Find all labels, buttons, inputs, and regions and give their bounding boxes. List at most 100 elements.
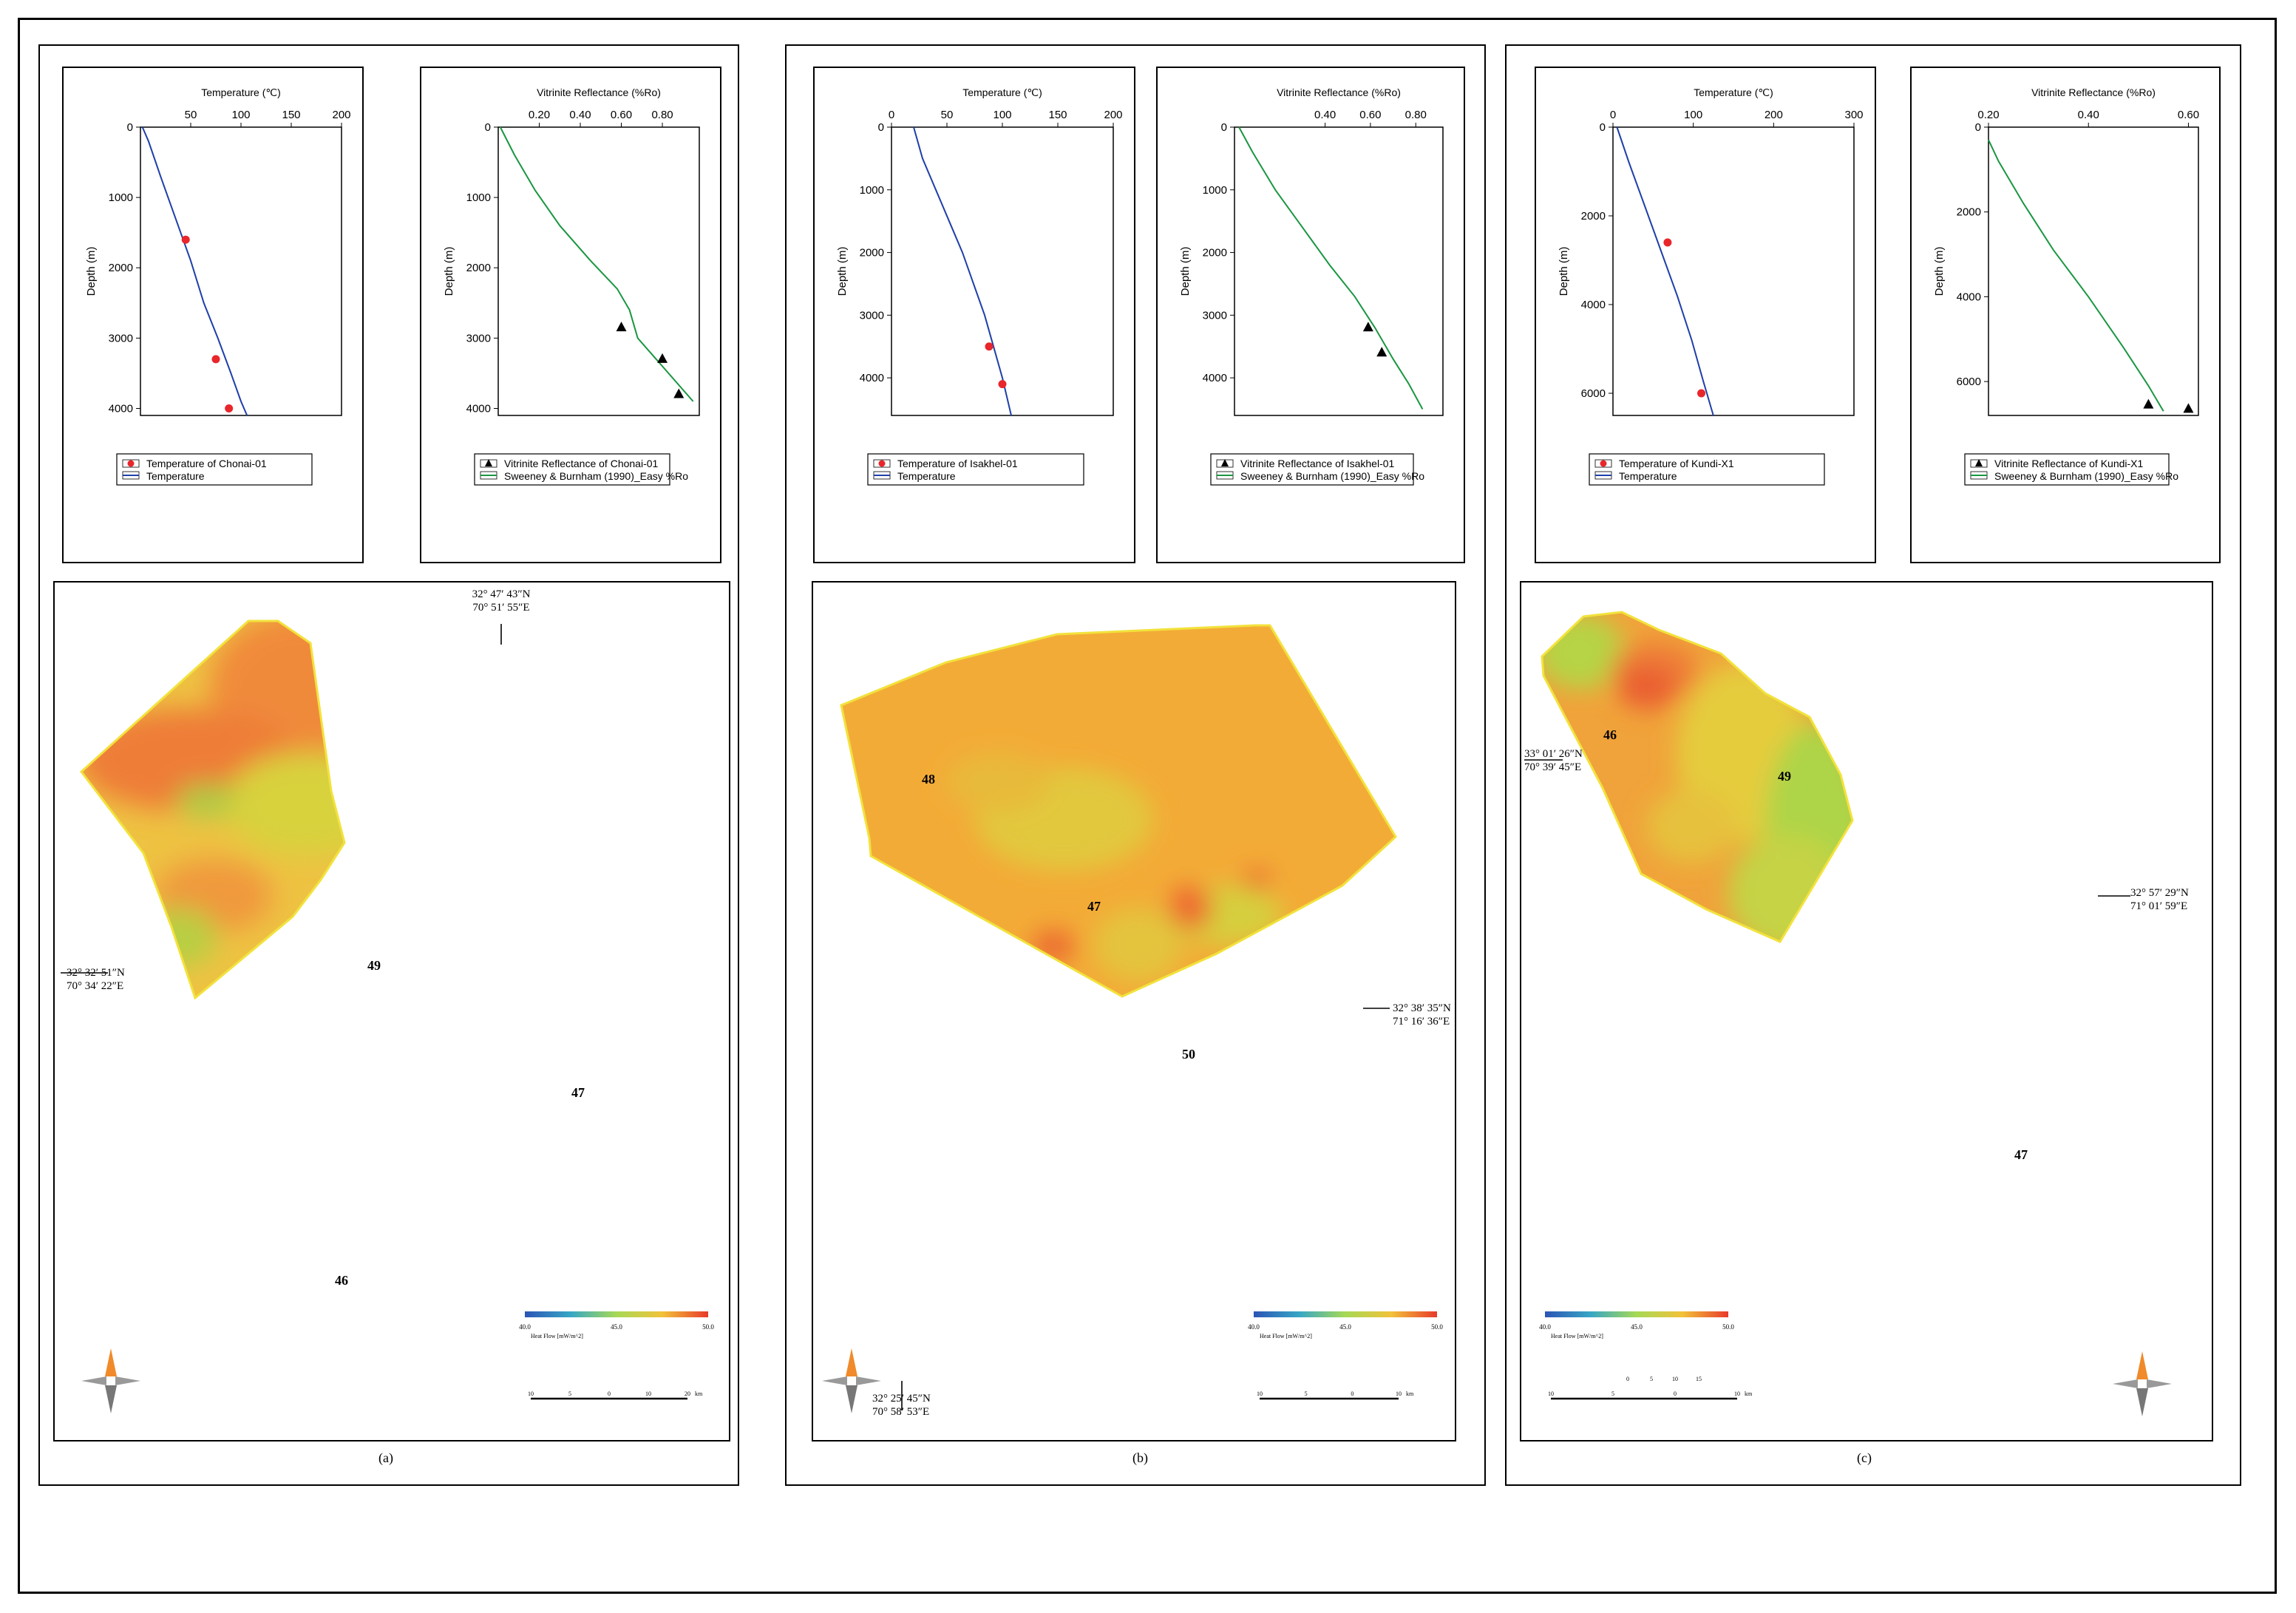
legend-entry: Sweeney & Burnham (1990)_Easy %Ro (504, 470, 688, 482)
y-tick-label: 0 (878, 121, 884, 134)
scalebar-unit: km (1745, 1390, 1753, 1397)
y-tick-label: 4000 (1581, 299, 1606, 311)
legend-swatch (122, 459, 140, 468)
coordinate-lon: 70° 51′ 55″E (472, 602, 529, 614)
colorbar-max: 50.0 (1431, 1323, 1443, 1331)
y-axis-label: Depth (m) (1558, 247, 1570, 296)
y-tick-label: 0 (1600, 121, 1606, 134)
legend-box (1964, 453, 2170, 486)
legend-entry: Sweeney & Burnham (1990)_Easy %Ro (1994, 470, 2178, 482)
heat-flow-contour-label: 47 (1087, 899, 1101, 914)
legend-entry: Sweeney & Burnham (1990)_Easy %Ro (1240, 470, 1424, 482)
x-tick-label: 0.60 (2178, 109, 2199, 121)
x-tick-label: 0.80 (1405, 109, 1427, 121)
x-tick-label: 0.60 (1359, 109, 1381, 121)
y-tick-label: 1000 (860, 184, 884, 197)
legend-marker (127, 460, 135, 467)
legend-entry: Temperature (146, 470, 205, 482)
x-tick-label: 100 (1684, 109, 1702, 121)
y-axis-label: Depth (m) (836, 247, 849, 296)
coordinate-lon: 71° 01′ 59″E (2130, 900, 2187, 912)
legend-entry: Temperature of Chonai-01 (146, 458, 267, 469)
y-axis-label: Depth (m) (85, 247, 98, 296)
panel-c (1505, 44, 2241, 1486)
coordinate-lat: 32° 47′ 43″N (472, 588, 531, 600)
observed-point (181, 235, 190, 244)
legend-marker (1221, 459, 1229, 466)
y-tick-label: 3000 (1203, 309, 1227, 322)
x-tick-label: 150 (1048, 109, 1067, 121)
vr-chart-b-svg: Vitrinite Reflectance (%Ro) 0.40 0.60 0.80 0… (1179, 86, 1444, 486)
colorbar (1545, 1311, 1728, 1317)
coordinate-lat: 32° 38′ 35″N (1393, 1002, 1451, 1014)
caption-c: (c) (1857, 1450, 1872, 1465)
legend-box (116, 453, 313, 486)
y-tick-label: 2000 (860, 247, 884, 259)
scalebar-label: 0 (1674, 1390, 1677, 1397)
north-arrow-icon (81, 1348, 140, 1413)
scalebar-unit: km (1406, 1390, 1414, 1397)
legend-entry: Temperature of Kundi-X1 (1619, 458, 1734, 469)
observed-point (998, 380, 1007, 389)
scalebar-label: 5 (1305, 1390, 1308, 1397)
observed-point (657, 353, 668, 363)
heat-flow-contour-label: 49 (1778, 769, 1791, 784)
legend-entry: Vitrinite Reflectance of Isakhel-01 (1240, 458, 1395, 469)
colorbar-mid: 45.0 (1339, 1323, 1351, 1331)
series-line (141, 126, 248, 416)
legend-box (1210, 453, 1414, 486)
north-arrow-icon (822, 1348, 881, 1413)
scalebar-top-label: 10 (1672, 1376, 1678, 1382)
x-tick-label: 0 (889, 109, 894, 121)
chart-title: Temperature (℃) (962, 86, 1042, 98)
y-tick-label: 3000 (860, 309, 884, 322)
y-tick-label: 6000 (1581, 387, 1606, 400)
x-tick-label: 150 (282, 109, 300, 121)
legend-entry: Temperature (1619, 470, 1677, 482)
x-tick-label: 0.40 (2078, 109, 2099, 121)
y-tick-label: 3000 (109, 332, 133, 344)
scalebar-top-label: 15 (1696, 1376, 1702, 1382)
heat-flow-map-c: 46 49 47 33° 01′ 26″N70° 39′ 45″E 32° 57′ 29… (1524, 611, 2189, 1416)
colorbar-min: 40.0 (1248, 1323, 1260, 1331)
legend-box (474, 453, 670, 486)
vr-chart-a: Vitrinite Reflectance (%Ro) 0.20 0.40 0.60 0… (420, 67, 721, 563)
colorbar-max: 50.0 (1722, 1323, 1734, 1331)
scalebar-label: 10 (528, 1390, 534, 1397)
y-tick-label: 4000 (109, 402, 133, 415)
temp-chart-b: Temperature (℃) 0 50 100 150 200 0 1000 2000 3000… (813, 67, 1135, 563)
scalebar-unit: km (695, 1390, 703, 1397)
y-axis-label: Depth (m) (1933, 247, 1946, 296)
series-line (913, 126, 1012, 416)
heat-flow-contour-label: 46 (1603, 727, 1617, 742)
temp-chart-c: Temperature (℃) 0 100 200 300 0 2000 4000 6000 De… (1535, 67, 1876, 563)
y-tick-label: 0 (1975, 121, 1981, 134)
legend-marker (1600, 460, 1607, 467)
heat-flow-map-a: 49 47 46 32° 47′ 43″N 70° 51′ 55″E 32° 32′ 51… (61, 588, 714, 1413)
heat-flow-contour-label: 50 (1182, 1047, 1195, 1062)
y-tick-label: 2000 (1581, 210, 1606, 223)
observed-point (225, 404, 234, 412)
y-tick-label: 0 (127, 121, 133, 134)
colorbar-label: Heat Flow [mW/m^2] (1260, 1333, 1312, 1339)
coordinate-lon: 71° 16′ 36″E (1393, 1016, 1450, 1028)
panel-a (38, 44, 739, 1486)
legend-swatch (1594, 459, 1612, 468)
observed-point (2183, 403, 2194, 413)
map-c: 46 49 47 33° 01′ 26″N 70° 39′ 45″E 32° 57′ 29… (1520, 581, 2213, 1441)
legend-entry: Vitrinite Reflectance of Kundi-X1 (1994, 458, 2144, 469)
scalebar-label: 10 (645, 1390, 651, 1397)
heat-flow-contour-label: 47 (2014, 1147, 2028, 1162)
y-tick-label: 4000 (860, 372, 884, 384)
y-tick-label: 2000 (109, 262, 133, 274)
colorbar (1254, 1311, 1437, 1317)
legend-box (867, 453, 1084, 486)
y-axis-label: Depth (m) (443, 247, 455, 296)
heat-flow-contour-label: 48 (922, 772, 935, 787)
x-tick-label: 0.20 (1977, 109, 1999, 121)
north-arrow-icon (2113, 1351, 2172, 1416)
y-tick-label: 3000 (466, 332, 491, 344)
figure-frame (18, 18, 2277, 1594)
y-tick-label: 1000 (109, 191, 133, 204)
